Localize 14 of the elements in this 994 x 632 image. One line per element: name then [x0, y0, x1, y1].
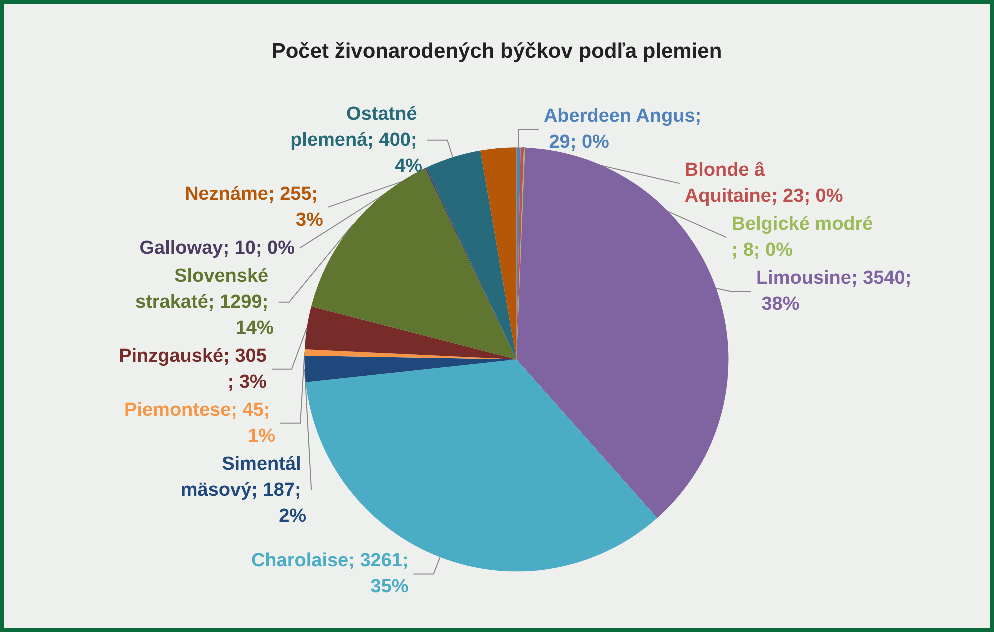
- slice-label: Charolaise; 3261; 35%: [251, 550, 409, 598]
- slice-label: Ostatné plemená; 400; 4%: [290, 104, 423, 177]
- slice-label: Blonde â Aquitaine; 23; 0%: [684, 160, 844, 208]
- slice-label: Piemontese; 45; 1%: [124, 400, 276, 447]
- slice-label: Belgické modré: [732, 214, 874, 236]
- slice-label: Limousine; 3540; 38%: [756, 268, 912, 316]
- slice-label: Pinzgauské; 305; 3%: [119, 346, 268, 393]
- slice-label: Aberdeen Angus; 29; 0%: [544, 106, 702, 154]
- data-label: ; 8; 0%: [732, 240, 794, 262]
- slice-label: Galloway; 10; 0%: [140, 238, 296, 259]
- slice-label: Neznáme; 255; 3%: [185, 184, 324, 231]
- chart-title: Počet živonarodených býčkov podľa plemien: [272, 40, 722, 63]
- slice-label: Simentál mäsový; 187; 2%: [180, 454, 307, 527]
- slice-label: Slovenské strakaté; 1299; 14%: [136, 266, 274, 339]
